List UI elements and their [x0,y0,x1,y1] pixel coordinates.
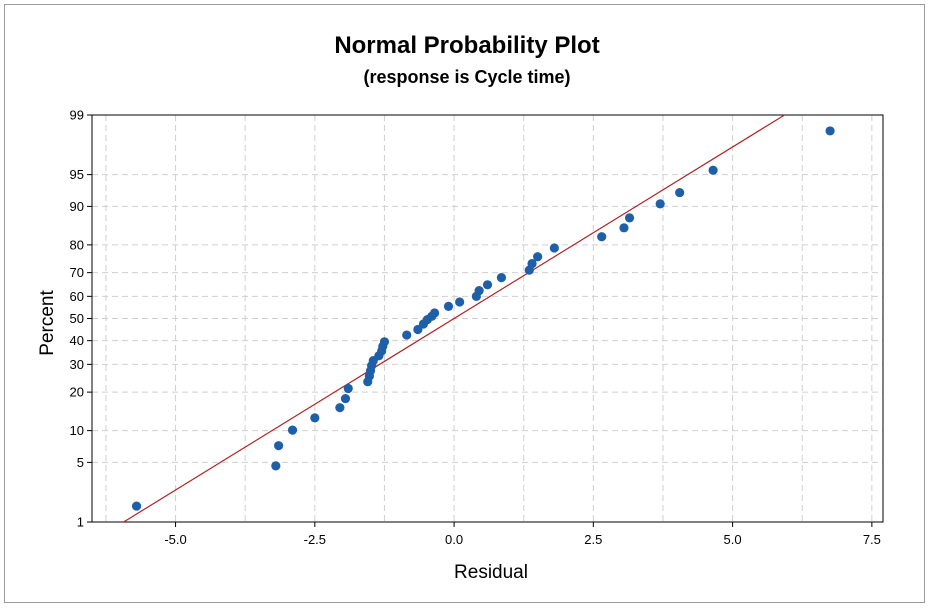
data-point [455,297,465,307]
y-tick-label: 70 [70,265,84,280]
chart-title: Normal Probability Plot [334,32,599,59]
data-point [474,286,484,296]
data-point [482,280,493,290]
x-tick-label: -5.0 [164,532,186,547]
x-tick-label: 5.0 [724,532,742,547]
y-tick-label: 20 [70,385,84,400]
y-tick-label: 30 [70,357,84,372]
data-point [527,258,537,269]
y-axis-ticks: 1 5 10 20 30 40 50 60 70 80 90 95 99 [70,108,92,530]
y-tick-label: 40 [70,333,84,348]
x-tick-label: 0.0 [445,532,463,547]
data-point [533,252,543,262]
y-axis-label: Percent [37,290,58,356]
y-tick-label: 99 [70,108,84,123]
y-tick-label: 95 [70,167,84,182]
data-point [343,383,353,394]
data-point [675,187,685,198]
data-points [131,126,835,511]
data-point [549,243,559,253]
x-axis-label: Residual [454,562,528,583]
data-point [402,330,412,340]
data-point [429,308,440,318]
data-point [271,461,281,471]
data-point [496,272,507,283]
y-tick-label: 10 [70,423,84,438]
data-point [825,126,835,136]
x-axis-ticks: -5.0 -2.5 0.0 2.5 5.0 7.5 [164,522,881,547]
y-tick-label: 1 [77,515,84,530]
data-point [655,199,665,209]
data-point [624,213,635,223]
data-point [131,501,142,511]
normal-probability-chart: -5.0 -2.5 0.0 2.5 5.0 7.5 1 5 10 20 30 40 50 60 70 80 9… [37,32,884,583]
data-point [597,232,607,242]
data-point [443,301,454,312]
data-point [310,413,320,423]
data-point [379,337,390,347]
data-point [619,223,629,233]
data-point [335,403,345,413]
y-tick-label: 50 [70,311,84,326]
chart-subtitle: (response is Cycle time) [363,67,570,87]
y-tick-label: 90 [70,199,84,214]
y-tick-label: 80 [70,237,84,252]
data-point [340,393,351,404]
chart-frame: -5.0 -2.5 0.0 2.5 5.0 7.5 1 5 10 20 30 40 50 60 70 80 9… [4,4,925,603]
data-point [708,165,718,175]
y-tick-label: 60 [70,289,84,304]
fit-line [123,114,785,523]
x-tick-label: 2.5 [584,532,602,547]
y-tick-label: 5 [77,455,84,470]
x-tick-label: -2.5 [304,532,326,547]
data-point [287,425,298,435]
grid-lines [92,115,883,522]
data-point [274,441,284,451]
x-tick-label: 7.5 [863,532,881,547]
